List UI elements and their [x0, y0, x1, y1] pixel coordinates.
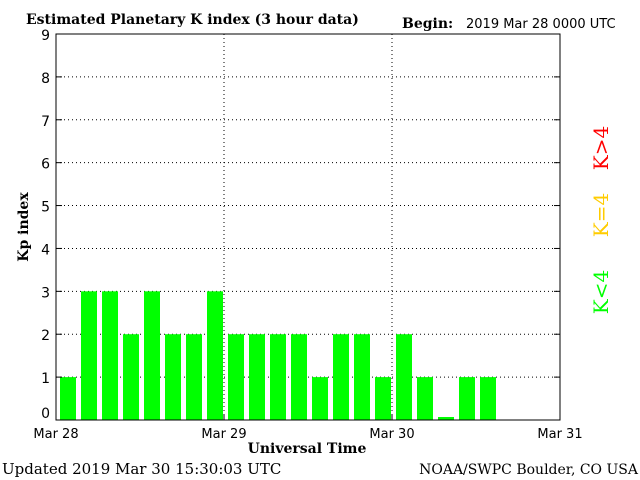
- kp-bar: [60, 377, 76, 420]
- y-axis-label: Kp index: [16, 192, 32, 262]
- y-axis-ticks: 0 1 2 3 4 5 6 7 8 9: [41, 28, 560, 422]
- kp-bar: [312, 377, 328, 420]
- updated-timestamp: Updated 2019 Mar 30 15:30:03 UTC: [2, 460, 281, 478]
- legend-k-equal-4: K=4: [589, 193, 613, 237]
- begin-label: Begin:: [402, 16, 453, 32]
- kp-bar: [417, 377, 433, 420]
- x-tick-label: Mar 28: [33, 427, 78, 442]
- kp-bar: [333, 334, 349, 420]
- x-tick-label: Mar 30: [369, 427, 414, 442]
- kp-bar: [123, 334, 139, 420]
- kp-bar: [396, 334, 412, 420]
- kp-bar: [438, 416, 454, 420]
- y-tick-label: 7: [41, 114, 50, 130]
- legend-k-less-4: K<4: [589, 270, 613, 314]
- begin-value: 2019 Mar 28 0000 UTC: [466, 17, 616, 32]
- y-tick-label: 2: [41, 328, 50, 344]
- kp-bar: [270, 334, 286, 420]
- kp-bar: [249, 334, 265, 420]
- kp-bar: [81, 291, 97, 420]
- x-axis-label: Universal Time: [248, 441, 367, 457]
- grid-lines: [56, 34, 560, 420]
- kp-bar: [102, 291, 118, 420]
- y-tick-label: 5: [41, 200, 50, 216]
- bars: [60, 291, 496, 420]
- chart-title: Estimated Planetary K index (3 hour data…: [26, 12, 359, 28]
- kp-bar: [228, 334, 244, 420]
- y-tick-label: 3: [41, 285, 50, 301]
- x-tick-label: Mar 29: [201, 427, 246, 442]
- x-tick-label: Mar 31: [537, 427, 582, 442]
- kp-bar: [459, 377, 475, 420]
- kp-bar: [186, 334, 202, 420]
- y-tick-label: 0: [41, 406, 50, 422]
- legend-k-greater-4: K>4: [589, 126, 613, 170]
- y-tick-label: 6: [41, 157, 50, 173]
- kp-bar: [207, 291, 223, 420]
- y-tick-label: 1: [41, 371, 50, 387]
- kp-bar: [480, 377, 496, 420]
- kp-bar: [144, 291, 160, 420]
- kp-bar: [291, 334, 307, 420]
- y-tick-label: 9: [41, 28, 50, 44]
- y-tick-label: 8: [41, 71, 50, 87]
- plot-frame: [55, 33, 561, 421]
- kp-bar: [354, 334, 370, 420]
- source-credit: NOAA/SWPC Boulder, CO USA: [419, 462, 639, 478]
- kp-bar: [165, 334, 181, 420]
- kp-bar: [375, 377, 391, 420]
- y-tick-label: 4: [41, 242, 50, 258]
- x-axis-ticks: Mar 28 Mar 29 Mar 30 Mar 31: [33, 414, 583, 442]
